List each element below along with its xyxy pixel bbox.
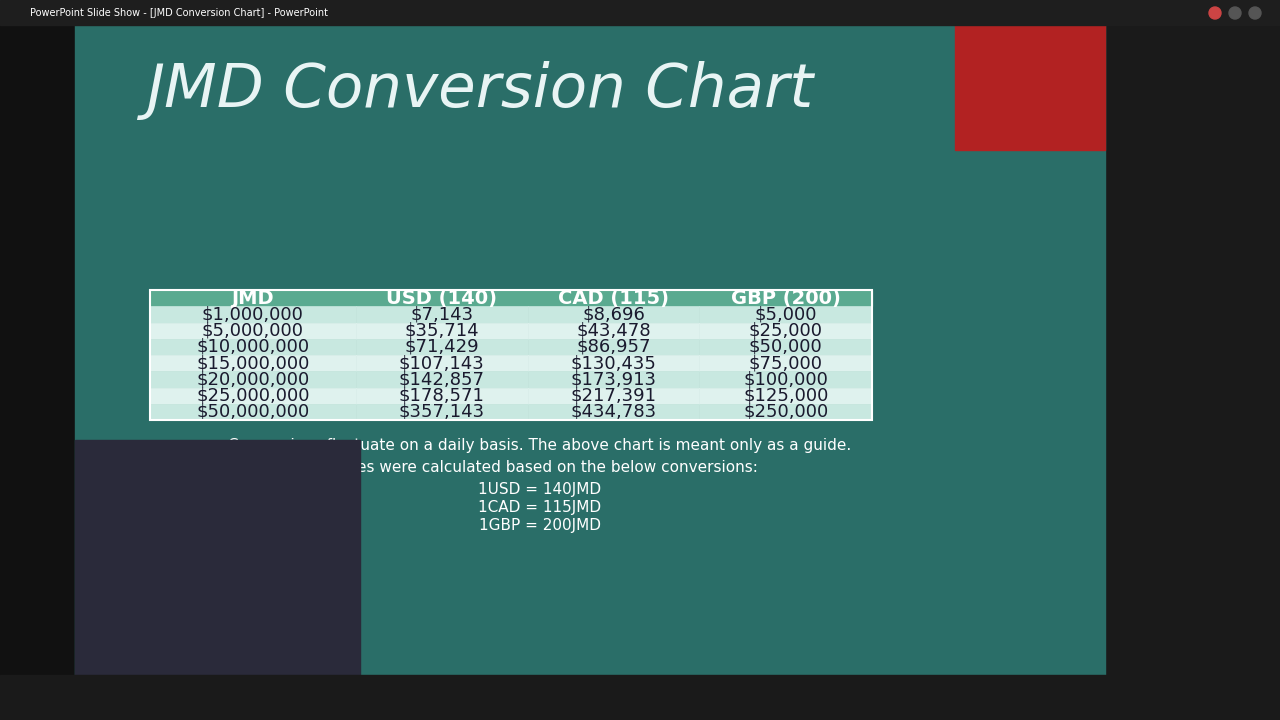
Text: GBP (200): GBP (200) (731, 289, 841, 307)
Text: 1GBP = 200JMD: 1GBP = 200JMD (479, 518, 602, 533)
Bar (527, 404, 699, 420)
Text: 1USD = 140JMD: 1USD = 140JMD (479, 482, 602, 497)
Circle shape (1210, 7, 1221, 19)
Bar (356, 290, 527, 306)
Text: $1,000,000: $1,000,000 (202, 305, 303, 323)
Bar (150, 290, 356, 306)
Bar (150, 404, 356, 420)
Text: $20,000,000: $20,000,000 (196, 370, 310, 388)
Bar (699, 372, 872, 387)
Bar (76, 440, 360, 675)
Text: JMD: JMD (232, 289, 274, 307)
Bar (527, 290, 699, 306)
Bar (356, 372, 527, 387)
Text: $10,000,000: $10,000,000 (196, 338, 310, 356)
Bar (955, 25, 1105, 150)
Circle shape (1249, 7, 1261, 19)
Text: $130,435: $130,435 (571, 354, 657, 372)
Text: JMD Conversion Chart: JMD Conversion Chart (146, 60, 814, 120)
Bar (356, 306, 527, 323)
Bar (150, 306, 356, 323)
Bar (527, 372, 699, 387)
Text: Conversions fluctuate on a daily basis. The above chart is meant only as a guide: Conversions fluctuate on a daily basis. … (228, 438, 851, 453)
Text: $25,000: $25,000 (749, 322, 823, 340)
Text: $142,857: $142,857 (398, 370, 485, 388)
Text: figures were calculated based on the below conversions:: figures were calculated based on the bel… (323, 460, 758, 475)
Bar (76, 25, 1105, 675)
Text: $86,957: $86,957 (576, 338, 650, 356)
Text: $15,000,000: $15,000,000 (196, 354, 310, 372)
Circle shape (1229, 7, 1242, 19)
Text: PowerPoint Slide Show - [JMD Conversion Chart] - PowerPoint: PowerPoint Slide Show - [JMD Conversion … (29, 8, 328, 18)
Text: $5,000,000: $5,000,000 (202, 322, 303, 340)
Bar (699, 290, 872, 306)
Text: $71,429: $71,429 (404, 338, 479, 356)
Bar (356, 404, 527, 420)
Bar (150, 355, 356, 372)
Bar (356, 355, 527, 372)
Text: $50,000: $50,000 (749, 338, 823, 356)
Bar (527, 306, 699, 323)
Bar (699, 323, 872, 338)
Text: USD (140): USD (140) (387, 289, 497, 307)
Bar (699, 338, 872, 355)
Bar (699, 355, 872, 372)
Text: CAD (115): CAD (115) (558, 289, 669, 307)
Text: $178,571: $178,571 (399, 387, 485, 405)
Bar (356, 387, 527, 404)
Bar (150, 387, 356, 404)
Bar (699, 387, 872, 404)
Bar (527, 338, 699, 355)
Bar (527, 387, 699, 404)
Bar (0, 0, 1280, 25)
Bar (356, 338, 527, 355)
Bar (699, 404, 872, 420)
Text: $25,000,000: $25,000,000 (196, 387, 310, 405)
Text: $75,000: $75,000 (749, 354, 823, 372)
Bar (150, 372, 356, 387)
Text: $434,783: $434,783 (571, 403, 657, 421)
Text: $50,000,000: $50,000,000 (196, 403, 310, 421)
Text: $43,478: $43,478 (576, 322, 650, 340)
Bar (0, 675, 1280, 720)
Text: $173,913: $173,913 (571, 370, 657, 388)
Bar (150, 338, 356, 355)
Text: $5,000: $5,000 (754, 305, 817, 323)
Text: 1CAD = 115JMD: 1CAD = 115JMD (479, 500, 602, 515)
Text: $100,000: $100,000 (744, 370, 828, 388)
Text: $125,000: $125,000 (742, 387, 828, 405)
Text: $107,143: $107,143 (399, 354, 485, 372)
Bar (150, 323, 356, 338)
Bar (699, 306, 872, 323)
Text: $217,391: $217,391 (571, 387, 657, 405)
Bar (527, 355, 699, 372)
Text: $7,143: $7,143 (410, 305, 474, 323)
Text: $250,000: $250,000 (744, 403, 828, 421)
Bar (1105, 25, 1280, 675)
Bar (527, 323, 699, 338)
Text: $8,696: $8,696 (582, 305, 645, 323)
Bar (150, 290, 872, 420)
Bar (0, 25, 76, 675)
Bar (356, 323, 527, 338)
Text: $357,143: $357,143 (398, 403, 485, 421)
Text: $35,714: $35,714 (404, 322, 479, 340)
